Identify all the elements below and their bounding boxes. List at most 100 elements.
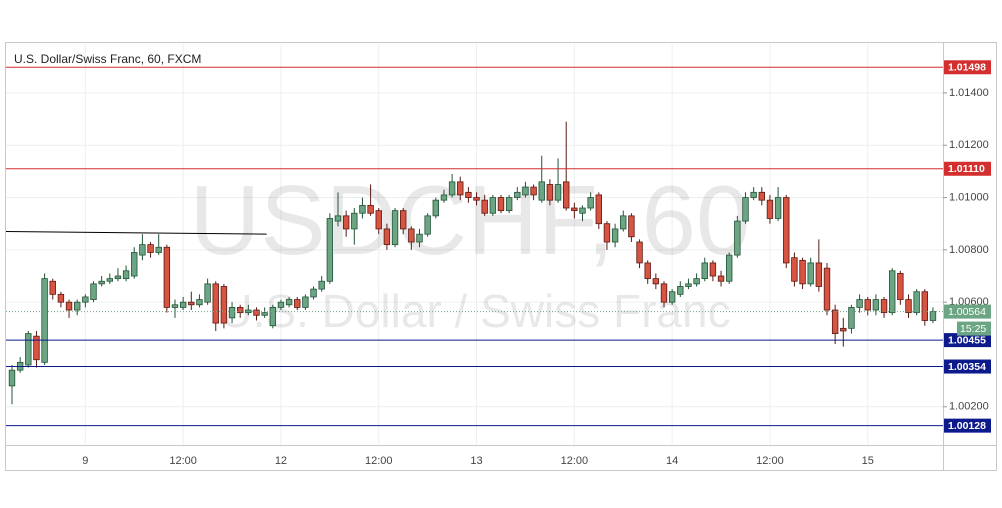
candle-body	[49, 280, 56, 295]
x-tick-label: 12:00	[169, 455, 197, 467]
y-tick-label: 1.00200	[949, 401, 989, 413]
candle-body	[351, 212, 358, 230]
candle-body	[334, 215, 342, 222]
candle-body	[310, 288, 317, 298]
candle-body	[677, 286, 684, 295]
candle-body	[652, 278, 660, 285]
price-badge	[944, 359, 991, 374]
candle-body	[294, 299, 301, 308]
y-tick-label: 1.00800	[949, 244, 989, 256]
x-tick-label: 12:00	[365, 455, 393, 467]
candle-body	[750, 191, 757, 198]
countdown-badge	[957, 321, 991, 336]
candle-body	[742, 197, 749, 222]
candle-body	[188, 301, 195, 306]
candle-body	[921, 291, 928, 321]
candle-body	[538, 181, 545, 201]
candle-body	[880, 299, 888, 314]
candle-body	[179, 301, 187, 308]
candle-body	[514, 191, 521, 198]
x-tick-label: 12:00	[756, 455, 784, 467]
countdown-label: 15:25	[960, 323, 986, 335]
candle-body	[399, 210, 407, 230]
candle-body	[766, 199, 774, 219]
candle-body	[554, 184, 562, 201]
candle-body	[579, 207, 586, 214]
candle-body	[473, 197, 480, 201]
candle-body	[65, 301, 73, 311]
candle-body	[864, 299, 871, 311]
candle-body	[807, 262, 814, 285]
candle-body	[823, 267, 831, 311]
chart-title: U.S. Dollar/Swiss Franc, 60, FXCM	[14, 52, 201, 66]
y-tick-label: 1.01400	[949, 87, 989, 99]
candle-body	[359, 204, 366, 214]
candle-body	[774, 197, 782, 219]
candle-body	[367, 204, 374, 214]
candle-body	[261, 312, 268, 316]
candle-body	[25, 333, 32, 366]
candle-body	[424, 215, 431, 235]
last-price-label: 1.00564	[948, 306, 986, 318]
candle-body	[90, 283, 97, 300]
candle-body	[668, 291, 676, 303]
candle-body	[375, 210, 382, 230]
candle-body	[465, 191, 472, 198]
candle-body	[603, 223, 611, 243]
last-price-badge	[944, 304, 991, 319]
price-badge-label: 1.00354	[948, 361, 986, 373]
candle-body	[41, 278, 48, 363]
candle-body	[8, 369, 16, 387]
candle-body	[636, 241, 643, 264]
x-tick-label: 12:00	[561, 455, 589, 467]
candle-body	[82, 296, 89, 303]
candle-body	[147, 244, 154, 253]
candle-body	[929, 311, 937, 321]
candle-body	[57, 293, 65, 303]
x-tick-label: 15	[862, 455, 874, 467]
candle-body	[489, 197, 497, 214]
candle-body	[212, 283, 219, 324]
price-badge	[944, 60, 991, 75]
candle-body	[758, 191, 765, 201]
candle-body	[872, 299, 880, 311]
candle-body	[563, 181, 570, 209]
candle-body	[546, 184, 554, 201]
price-badge-label: 1.01498	[948, 62, 986, 74]
candle-body	[791, 257, 798, 282]
candle-body	[342, 215, 350, 230]
candle-body	[717, 275, 725, 282]
candle-body	[799, 259, 806, 285]
candle-body	[611, 228, 619, 243]
candle-body	[285, 299, 293, 306]
candle-body	[815, 262, 823, 287]
candle-body	[302, 296, 309, 308]
price-badge-label: 1.00128	[948, 420, 986, 432]
candle-body	[905, 299, 912, 314]
candle-body	[840, 327, 847, 332]
watermark: USDCHF, 60	[190, 165, 751, 275]
candle-body	[74, 301, 81, 311]
candle-body	[848, 307, 855, 329]
candle-body	[856, 299, 863, 308]
candle-body	[440, 194, 448, 201]
candle-body	[204, 283, 211, 303]
candle-body	[106, 278, 113, 282]
candle-body	[269, 307, 276, 327]
candle-body	[326, 218, 334, 282]
price-badge	[944, 418, 991, 433]
candle-body	[245, 309, 252, 314]
candle-body	[236, 307, 244, 314]
candle-body	[122, 270, 130, 280]
candle-body	[644, 262, 651, 280]
candle-body	[783, 197, 790, 264]
y-tick-label: 1.01000	[949, 191, 989, 203]
candle-body	[131, 252, 138, 277]
candle-body	[831, 309, 839, 334]
candle-body	[432, 199, 439, 217]
candle-body	[383, 228, 391, 246]
candle-body	[457, 181, 464, 196]
price-badge-label: 1.01110	[948, 163, 985, 175]
candle-body	[98, 280, 105, 285]
